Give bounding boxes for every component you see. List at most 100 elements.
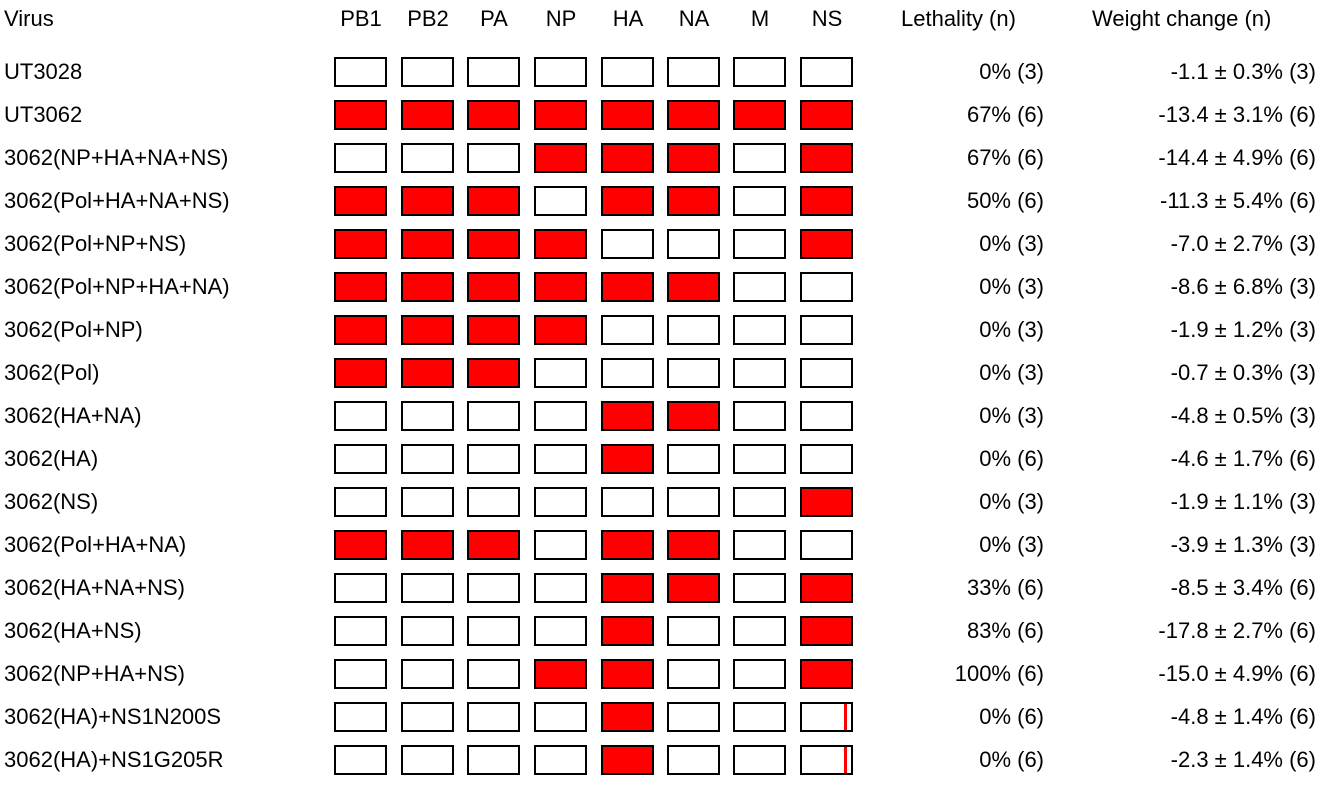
segment-cell-ha bbox=[601, 745, 654, 775]
segment-cell-pb2 bbox=[401, 530, 454, 560]
weight-change-value: -0.7 ± 0.3% (3) bbox=[1170, 360, 1316, 385]
segment-cell-pa bbox=[467, 702, 520, 732]
virus-name: UT3028 bbox=[4, 59, 83, 84]
segment-cell-pa bbox=[467, 272, 520, 302]
segment-header-na: NA bbox=[678, 6, 710, 31]
segment-cell-pa bbox=[467, 57, 520, 87]
table-row: 3062(Pol+HA+NA) 0% (3) -3.9 ± 1.3% (3) bbox=[0, 524, 1320, 567]
lethality-value: 0% (3) bbox=[979, 317, 1044, 342]
table-row: 3062(HA)+NS1N200S 0% (6) -4.8 ± 1.4% (6) bbox=[0, 696, 1320, 739]
segment-cell-np bbox=[534, 358, 587, 388]
segment-cell-ns bbox=[800, 100, 853, 130]
segment-cell-pa bbox=[467, 358, 520, 388]
table-row: 3062(NP+HA+NS) 100% (6) -15.0 ± 4.9% (6) bbox=[0, 653, 1320, 696]
segment-cell-np bbox=[534, 186, 587, 216]
lethality-value: 0% (3) bbox=[979, 231, 1044, 256]
segment-header-pb1: PB1 bbox=[340, 6, 382, 31]
virus-name: 3062(Pol+NP) bbox=[4, 317, 143, 342]
table-row: 3062(Pol) 0% (3) -0.7 ± 0.3% (3) bbox=[0, 352, 1320, 395]
segment-cell-pb2 bbox=[401, 143, 454, 173]
table-row: 3062(Pol+NP+NS) 0% (3) -7.0 ± 2.7% (3) bbox=[0, 223, 1320, 266]
virus-name: 3062(HA+NA) bbox=[4, 403, 142, 428]
segment-cell-ns bbox=[800, 358, 853, 388]
segment-cell-na bbox=[667, 616, 720, 646]
weight-change-value: -1.9 ± 1.2% (3) bbox=[1170, 317, 1316, 342]
weight-change-value: -8.5 ± 3.4% (6) bbox=[1170, 575, 1316, 600]
segment-cell-pa bbox=[467, 143, 520, 173]
segment-cell-np bbox=[534, 444, 587, 474]
segment-cell-na bbox=[667, 487, 720, 517]
lethality-value: 0% (3) bbox=[979, 403, 1044, 428]
mutation-marker bbox=[844, 704, 847, 730]
segment-cell-ha bbox=[601, 573, 654, 603]
segment-cell-m bbox=[733, 444, 786, 474]
table-row: 3062(Pol+NP) 0% (3) -1.9 ± 1.2% (3) bbox=[0, 309, 1320, 352]
segment-cell-ha bbox=[601, 487, 654, 517]
segment-cell-np bbox=[534, 143, 587, 173]
segment-cell-ns bbox=[800, 186, 853, 216]
segment-cell-np bbox=[534, 702, 587, 732]
virus-name: 3062(NP+HA+NS) bbox=[4, 661, 185, 686]
segment-cell-pb1 bbox=[334, 229, 387, 259]
segment-cell-na bbox=[667, 272, 720, 302]
virus-name: 3062(HA+NA+NS) bbox=[4, 575, 185, 600]
segment-cell-pb1 bbox=[334, 272, 387, 302]
segment-cell-np bbox=[534, 530, 587, 560]
segment-cell-np bbox=[534, 57, 587, 87]
segment-cell-na bbox=[667, 186, 720, 216]
segment-cell-m bbox=[733, 702, 786, 732]
weight-change-value: -1.1 ± 0.3% (3) bbox=[1170, 59, 1316, 84]
weight-change-value: -13.4 ± 3.1% (6) bbox=[1158, 102, 1316, 127]
segment-cell-pb1 bbox=[334, 530, 387, 560]
segment-cell-m bbox=[733, 315, 786, 345]
weight-change-value: -17.8 ± 2.7% (6) bbox=[1158, 618, 1316, 643]
segment-cell-pb1 bbox=[334, 444, 387, 474]
segment-cell-ha bbox=[601, 229, 654, 259]
table-row: 3062(HA) 0% (6) -4.6 ± 1.7% (6) bbox=[0, 438, 1320, 481]
segment-cell-ha bbox=[601, 143, 654, 173]
weight-change-column-header: Weight change (n) bbox=[1092, 6, 1272, 31]
segment-cell-pb2 bbox=[401, 229, 454, 259]
segment-cell-np bbox=[534, 616, 587, 646]
segment-cell-ha bbox=[601, 358, 654, 388]
segment-cell-pa bbox=[467, 745, 520, 775]
virus-name: 3062(Pol) bbox=[4, 360, 100, 385]
segment-cell-pa bbox=[467, 186, 520, 216]
segment-cell-pb2 bbox=[401, 358, 454, 388]
segment-cell-pb2 bbox=[401, 272, 454, 302]
virus-name: 3062(NP+HA+NA+NS) bbox=[4, 145, 229, 170]
segment-cell-np bbox=[534, 745, 587, 775]
lethality-value: 0% (6) bbox=[979, 747, 1044, 772]
virus-name: 3062(HA)+NS1G205R bbox=[4, 747, 224, 772]
segment-cell-pb1 bbox=[334, 616, 387, 646]
weight-change-value: -4.8 ± 1.4% (6) bbox=[1170, 704, 1316, 729]
weight-change-value: -3.9 ± 1.3% (3) bbox=[1170, 532, 1316, 557]
segment-cell-ha bbox=[601, 530, 654, 560]
segment-cell-pa bbox=[467, 530, 520, 560]
segment-cell-pb2 bbox=[401, 659, 454, 689]
segment-cell-np bbox=[534, 315, 587, 345]
segment-cell-ha bbox=[601, 57, 654, 87]
segment-cell-pa bbox=[467, 487, 520, 517]
table-row: UT3062 67% (6) -13.4 ± 3.1% (6) bbox=[0, 94, 1320, 137]
virus-name: 3062(Pol+NP+NS) bbox=[4, 231, 187, 256]
segment-cell-pa bbox=[467, 573, 520, 603]
virus-name: 3062(HA)+NS1N200S bbox=[4, 704, 222, 729]
lethality-value: 0% (3) bbox=[979, 274, 1044, 299]
segment-cell-na bbox=[667, 444, 720, 474]
weight-change-value: -8.6 ± 6.8% (3) bbox=[1170, 274, 1316, 299]
segment-cell-pb1 bbox=[334, 573, 387, 603]
segment-cell-m bbox=[733, 573, 786, 603]
segment-cell-ns bbox=[800, 315, 853, 345]
segment-cell-na bbox=[667, 659, 720, 689]
table-row: 3062(HA+NA+NS) 33% (6) -8.5 ± 3.4% (6) bbox=[0, 567, 1320, 610]
segment-cell-ns bbox=[800, 530, 853, 560]
segment-cell-na bbox=[667, 530, 720, 560]
segment-cell-na bbox=[667, 573, 720, 603]
virus-name: 3062(Pol+HA+NA) bbox=[4, 532, 187, 557]
segment-header-np: NP bbox=[545, 6, 577, 31]
segment-cell-ns bbox=[800, 745, 853, 775]
segment-header-pb2: PB2 bbox=[407, 6, 449, 31]
segment-cell-np bbox=[534, 659, 587, 689]
segment-cell-pb2 bbox=[401, 186, 454, 216]
